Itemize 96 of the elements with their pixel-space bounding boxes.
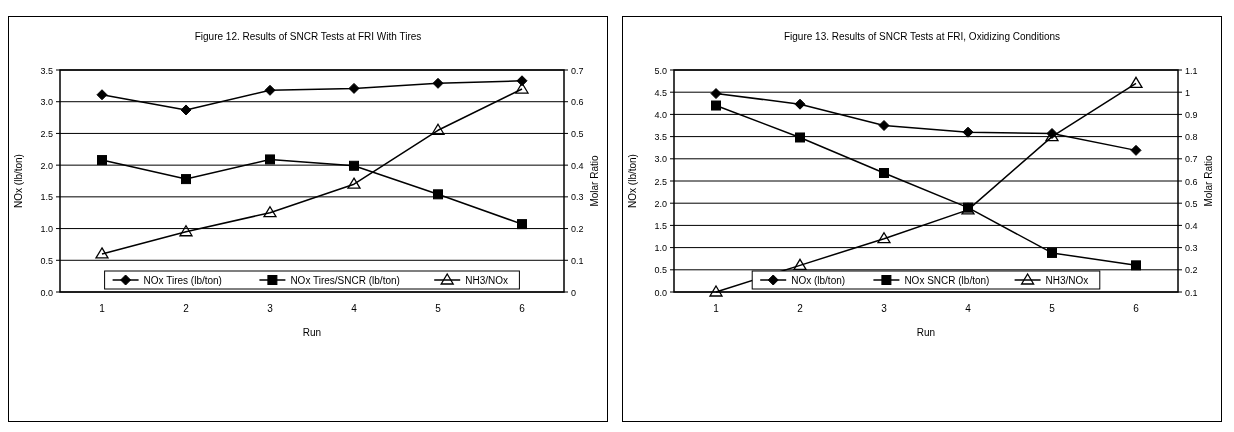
point: [431, 123, 445, 135]
y2-tick-label: 0.2: [571, 224, 584, 235]
y2-tick-label: 0.5: [571, 128, 584, 139]
point: [181, 174, 191, 185]
y-tick-label: 2.0: [40, 160, 53, 171]
y-tick-label: 2.0: [654, 198, 667, 209]
point: [179, 225, 193, 237]
y-tick-label: 4.0: [654, 109, 667, 120]
x-tick-label: 3: [881, 303, 888, 314]
chart-title: Figure 13. Results of SNCR Tests at FRI, Oxidizing Conditions: [783, 31, 1061, 42]
y2-axis-title: Molar Ratio: [1203, 155, 1214, 207]
legend-label: NOx Tires (lb/ton): [143, 274, 222, 286]
y-tick-label: 0.5: [40, 255, 53, 266]
y-tick-label: 3.0: [654, 154, 667, 165]
x-tick-label: 4: [965, 303, 972, 314]
y2-tick-label: 0.2: [1185, 265, 1198, 276]
y2-tick-label: 0.9: [1185, 109, 1198, 120]
point: [347, 177, 361, 189]
x-tick-label: 2: [183, 303, 190, 314]
y2-axis-title: Molar Ratio: [589, 155, 600, 207]
y2-tick-label: 0.6: [571, 97, 584, 108]
y2-tick-label: 1: [1185, 87, 1191, 98]
y2-tick-label: 0.5: [1185, 198, 1198, 209]
point: [516, 75, 528, 87]
point: [517, 219, 527, 230]
x-axis-title: Run: [302, 327, 322, 338]
point: [263, 206, 277, 218]
y2-tick-label: 0.7: [571, 65, 584, 76]
point: [711, 100, 721, 111]
point: [709, 285, 723, 297]
point: [1131, 260, 1141, 271]
y-tick-label: 0.0: [40, 287, 53, 298]
y-tick-label: 0.0: [654, 287, 667, 298]
point: [264, 84, 276, 96]
y2-tick-label: 0.8: [1185, 132, 1198, 143]
y2-tick-label: 0.1: [571, 255, 584, 266]
y-tick-label: 1.0: [40, 224, 53, 235]
legend-label: NH3/NOx: [465, 274, 508, 286]
point: [710, 88, 722, 100]
x-tick-label: 1: [99, 303, 106, 314]
point: [515, 82, 529, 94]
point: [794, 98, 806, 110]
legend-label: NOx SNCR (lb/ton): [904, 274, 990, 286]
point: [793, 258, 807, 271]
y-axis-title: NOx (lb/ton): [13, 154, 24, 208]
y-tick-label: 1.0: [654, 243, 667, 254]
y-tick-label: 5.0: [654, 65, 667, 76]
point: [348, 82, 360, 94]
point: [432, 77, 444, 89]
point: [433, 189, 443, 200]
y2-tick-label: 0.1: [1185, 287, 1198, 298]
point: [96, 89, 108, 101]
point: [349, 160, 359, 171]
point: [265, 154, 275, 165]
point: [1130, 144, 1142, 156]
y2-tick-label: 0: [571, 287, 577, 298]
y-tick-label: 1.5: [40, 192, 53, 203]
point: [97, 155, 107, 166]
x-tick-label: 4: [351, 303, 358, 314]
y-tick-label: 2.5: [40, 128, 53, 139]
legend-label: NOx Tires/SNCR (lb/ton): [290, 274, 400, 286]
y-tick-label: 4.5: [654, 87, 667, 98]
y2-tick-label: 1.1: [1185, 65, 1198, 76]
legend-label: NOx (lb/ton): [791, 274, 846, 286]
y2-tick-label: 0.7: [1185, 154, 1198, 165]
y2-tick-label: 0.3: [571, 192, 584, 203]
y2-tick-label: 0.4: [1185, 220, 1198, 231]
y-axis-title: NOx (lb/ton): [627, 154, 638, 208]
point: [795, 132, 805, 143]
x-tick-label: 3: [267, 303, 274, 314]
y2-tick-label: 0.4: [571, 160, 584, 171]
x-tick-label: 6: [1133, 303, 1140, 314]
x-tick-label: 6: [519, 303, 526, 314]
point: [877, 232, 891, 244]
point: [879, 168, 889, 179]
y-tick-label: 1.5: [654, 220, 667, 231]
point: [962, 126, 974, 138]
point: [1047, 247, 1057, 258]
legend-label: NH3/NOx: [1045, 274, 1089, 286]
x-tick-label: 2: [797, 303, 804, 314]
y2-tick-label: 0.3: [1185, 243, 1198, 254]
y-tick-label: 2.5: [654, 176, 667, 187]
x-tick-label: 5: [1049, 303, 1056, 314]
y2-tick-label: 0.6: [1185, 176, 1198, 187]
y-tick-label: 3.0: [40, 97, 53, 108]
point: [180, 104, 192, 116]
point: [878, 120, 890, 131]
chart-title: Figure 12. Results of SNCR Tests at FRI With Tires: [194, 31, 422, 42]
x-tick-label: 5: [435, 303, 442, 314]
x-tick-label: 1: [713, 303, 720, 314]
point: [95, 247, 109, 259]
point: [1129, 76, 1143, 88]
y-tick-label: 0.5: [654, 265, 667, 276]
x-axis-title: Run: [916, 327, 936, 338]
y-tick-label: 3.5: [40, 65, 53, 76]
y-tick-label: 3.5: [654, 132, 667, 143]
